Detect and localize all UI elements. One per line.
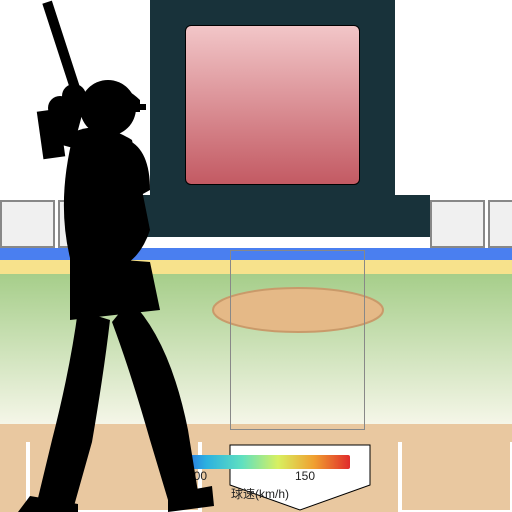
batter-silhouette: [0, 0, 512, 512]
